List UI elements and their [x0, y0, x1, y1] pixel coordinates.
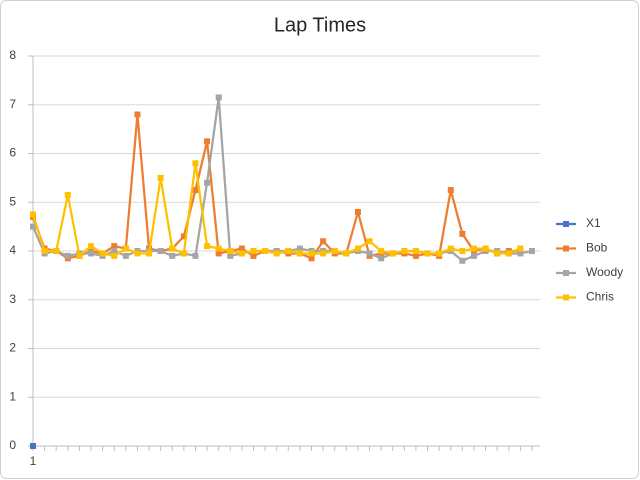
y-tick-label: 5 — [9, 194, 16, 208]
point-marker — [366, 250, 373, 257]
point-marker — [134, 111, 141, 118]
point-marker — [238, 250, 245, 257]
point-marker — [378, 255, 385, 262]
point-marker — [412, 248, 419, 254]
point-marker — [494, 250, 501, 257]
point-marker — [111, 243, 118, 250]
point-marker — [262, 248, 269, 254]
point-marker — [378, 248, 385, 254]
point-marker — [459, 257, 466, 264]
point-marker — [308, 255, 315, 262]
point-marker — [122, 252, 129, 259]
point-marker — [53, 248, 60, 254]
point-marker — [424, 250, 431, 257]
y-tick-label: 2 — [9, 341, 16, 355]
point-marker — [192, 252, 199, 259]
point-marker — [157, 174, 164, 181]
point-marker — [88, 250, 95, 257]
point-marker — [88, 243, 95, 250]
point-marker — [238, 245, 245, 252]
point-marker — [320, 238, 327, 245]
point-marker — [122, 245, 129, 252]
legend-marker — [563, 294, 569, 301]
point-marker — [111, 252, 118, 259]
point-marker — [447, 245, 454, 252]
legend-label: Woody — [586, 265, 623, 279]
point-marker — [296, 245, 303, 252]
point-marker — [331, 248, 338, 254]
point-marker — [204, 243, 211, 250]
legend-marker — [563, 245, 569, 252]
point-marker — [111, 248, 118, 254]
point-marker — [227, 252, 234, 259]
point-marker — [99, 250, 106, 257]
point-marker — [215, 94, 222, 101]
point-marker — [308, 250, 315, 257]
point-marker — [517, 245, 524, 252]
y-tick-label: 0 — [9, 438, 16, 452]
point-marker — [529, 248, 535, 254]
point-marker — [192, 187, 199, 194]
point-marker — [517, 250, 524, 257]
point-marker — [366, 238, 373, 245]
point-marker — [157, 248, 164, 254]
y-tick-label: 4 — [9, 243, 16, 257]
point-marker — [482, 245, 489, 252]
legend-marker — [563, 221, 569, 227]
point-marker — [204, 138, 211, 145]
y-tick-label: 7 — [9, 97, 16, 111]
point-marker — [76, 252, 83, 259]
point-marker — [227, 248, 234, 254]
point-marker — [146, 250, 153, 257]
legend-marker — [563, 270, 569, 276]
point-marker — [180, 233, 187, 240]
legend-label: X1 — [586, 216, 601, 230]
point-marker — [296, 250, 303, 257]
point-marker — [285, 248, 292, 254]
point-marker — [41, 248, 48, 254]
legend-label: Bob — [586, 241, 608, 255]
point-marker — [30, 223, 36, 230]
point-marker — [204, 179, 211, 186]
point-marker — [401, 248, 408, 254]
y-tick-label: 1 — [9, 389, 16, 403]
point-marker — [412, 252, 419, 259]
point-marker — [320, 250, 327, 257]
point-marker — [30, 443, 36, 449]
point-marker — [250, 252, 257, 259]
point-marker — [250, 248, 257, 254]
point-marker — [436, 250, 443, 257]
point-marker — [505, 250, 512, 257]
y-tick-label: 8 — [9, 48, 16, 62]
point-marker — [134, 250, 141, 257]
point-marker — [192, 160, 199, 167]
point-marker — [64, 252, 71, 259]
point-marker — [30, 211, 36, 218]
point-marker — [215, 245, 222, 252]
point-marker — [215, 250, 222, 257]
point-marker — [273, 250, 280, 257]
x-tick-label: 1 — [30, 454, 37, 468]
point-marker — [343, 250, 350, 257]
point-marker — [169, 252, 176, 259]
point-marker — [447, 187, 454, 194]
point-marker — [354, 245, 361, 252]
point-marker — [470, 252, 477, 259]
chart-title: Lap Times — [274, 14, 366, 36]
point-marker — [64, 191, 71, 198]
point-marker — [459, 230, 466, 237]
legend-label: Chris — [586, 290, 614, 304]
point-marker — [459, 248, 466, 254]
point-marker — [389, 250, 396, 257]
y-tick-label: 3 — [9, 292, 16, 306]
point-marker — [354, 209, 361, 215]
point-marker — [470, 245, 477, 252]
point-marker — [180, 250, 187, 257]
y-tick-label: 6 — [9, 146, 16, 160]
point-marker — [169, 245, 176, 252]
